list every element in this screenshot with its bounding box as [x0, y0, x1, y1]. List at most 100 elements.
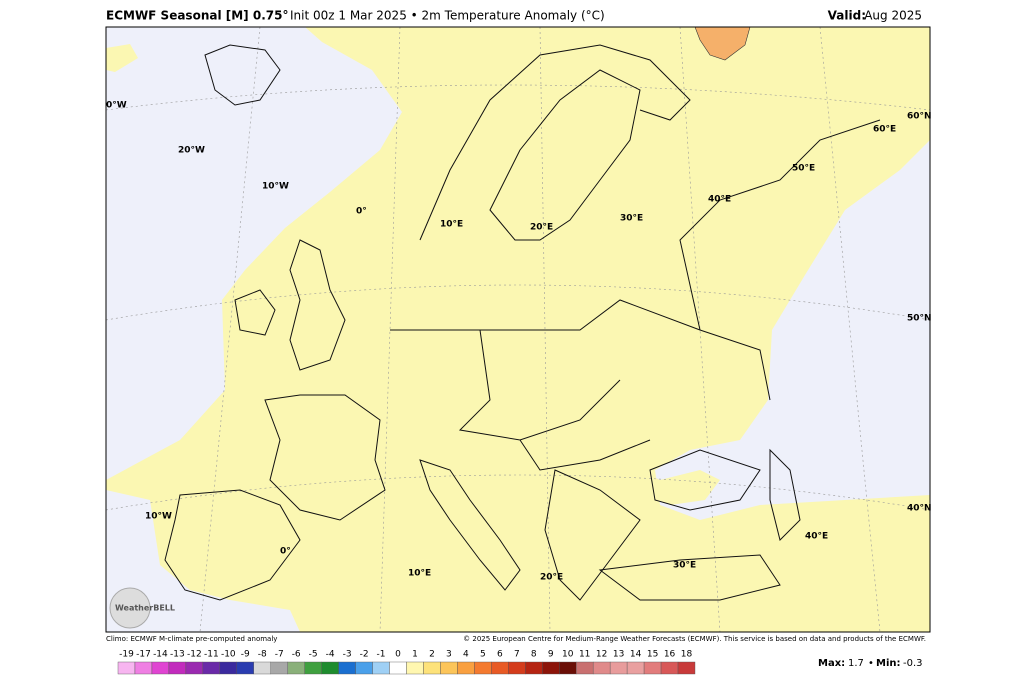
min-value: -0.3 [903, 658, 923, 669]
colorbar-label: 6 [497, 650, 503, 660]
colorbar-label: -13 [170, 650, 185, 660]
colorbar-label: -4 [326, 650, 335, 660]
colorbar-label: -7 [275, 650, 284, 660]
colorbar-label: -3 [343, 650, 352, 660]
separator: • [868, 658, 874, 669]
anomaly-area [640, 470, 720, 505]
valid-label: Valid: [828, 9, 866, 23]
colorbar-swatch [423, 661, 441, 675]
colorbar-swatch [440, 661, 458, 675]
colorbar-label: 15 [647, 650, 658, 660]
colorbar-label: 11 [579, 650, 590, 660]
colorbar-label: -12 [187, 650, 202, 660]
colorbar-label: 3 [446, 650, 452, 660]
colorbar-swatch [372, 661, 390, 675]
colorbar-swatch [643, 661, 662, 675]
map-frame [105, 26, 931, 633]
colorbar-swatch [677, 661, 696, 675]
anomaly-area [106, 44, 138, 72]
colorbar-label: 9 [548, 650, 554, 660]
graticule-label: 40°E [805, 532, 828, 542]
colorbar-label: -17 [136, 650, 151, 660]
colorbar-label: -11 [204, 650, 219, 660]
colorbar-label: 18 [681, 650, 693, 660]
graticule-label: 10°W [145, 512, 172, 522]
graticule-label: 50°N [907, 314, 932, 324]
max-value: 1.7 [848, 658, 864, 669]
graticule-label: 10°E [440, 220, 463, 230]
colorbar-label: -6 [292, 650, 301, 660]
colorbar-swatch [202, 661, 221, 675]
colorbar-label: 10 [562, 650, 574, 660]
footer-right: © 2025 European Centre for Medium-Range … [463, 635, 926, 643]
colorbar-swatch [559, 661, 577, 675]
graticule-label: 50°E [792, 164, 815, 174]
graticule-label: 30°E [620, 214, 643, 224]
colorbar-swatch [304, 661, 322, 675]
colorbar-label: 16 [664, 650, 676, 660]
colorbar-label: -10 [221, 650, 236, 660]
graticule-label: 0° [356, 207, 367, 217]
colorbar-label: 13 [613, 650, 624, 660]
colorbar-swatch [338, 661, 356, 675]
colorbar-swatch [287, 661, 305, 675]
max-label: Max: [818, 658, 845, 669]
coastlines [164, 44, 881, 601]
colorbar-label: -2 [360, 650, 369, 660]
colorbar-label: -1 [377, 650, 386, 660]
colorbar-label: 7 [514, 650, 520, 660]
colorbar-swatch [270, 661, 288, 675]
colorbar-swatch [355, 661, 373, 675]
logo: WeatherBELL [109, 587, 175, 629]
logo-text: WeatherBELL [115, 604, 175, 613]
colorbar-label: 12 [596, 650, 607, 660]
colorbar-swatch [525, 661, 543, 675]
colorbar-swatch [626, 661, 645, 675]
graticule-label: 10°W [262, 182, 289, 192]
colorbar-swatch [134, 661, 153, 675]
colorbar-label: 4 [463, 650, 469, 660]
colorbar-label: 5 [480, 650, 486, 660]
colorbar-swatch [609, 661, 628, 675]
graticule-label: 0°W [106, 101, 127, 111]
colorbar-swatch [185, 661, 204, 675]
graticule-label: 40°N [907, 504, 932, 514]
colorbar-swatch [576, 661, 594, 675]
colorbar-label: -8 [258, 650, 267, 660]
subtitle: Init 00z 1 Mar 2025 • 2m Temperature Ano… [290, 9, 605, 23]
colorbar-swatch [457, 661, 475, 675]
colorbar-swatch [542, 661, 560, 675]
colorbar-swatch [117, 661, 136, 675]
graticule-label: 30°E [673, 561, 696, 571]
footer-left: Climo: ECMWF M-climate pre-computed anom… [106, 635, 277, 643]
colorbar-label: -14 [153, 650, 168, 660]
colorbar-label: -5 [309, 650, 318, 660]
colorbar-swatch [508, 661, 526, 675]
graticule-label: 20°E [530, 223, 553, 233]
graticule-label: 40°E [708, 195, 731, 205]
colorbar-swatch [236, 661, 254, 675]
graticule-label: 20°W [178, 146, 205, 156]
colorbar-swatch [253, 661, 271, 675]
colorbar-swatch [321, 661, 339, 675]
colorbar-label: 8 [531, 650, 537, 660]
graticule-label: 60°E [873, 125, 896, 135]
warm-anomaly [694, 27, 751, 61]
colorbar-swatch [474, 661, 492, 675]
valid-date: Aug 2025 [864, 9, 922, 23]
colorbar-swatch [491, 661, 509, 675]
graticule-label: 60°N [907, 112, 932, 122]
colorbar-label: 1 [412, 650, 418, 660]
graticule-label: 0° [280, 547, 291, 557]
colorbar-swatch [406, 661, 424, 675]
colorbar-swatch [168, 661, 187, 675]
graticule-label: 20°E [540, 573, 563, 583]
max-min: Max: 1.7 • Min: -0.3 [818, 658, 923, 669]
colorbar-swatch [389, 661, 407, 675]
colorbar-swatch [219, 661, 237, 675]
map: WeatherBELL [106, 27, 930, 632]
graticule-label: 10°E [408, 569, 431, 579]
colorbar-swatch [660, 661, 679, 675]
